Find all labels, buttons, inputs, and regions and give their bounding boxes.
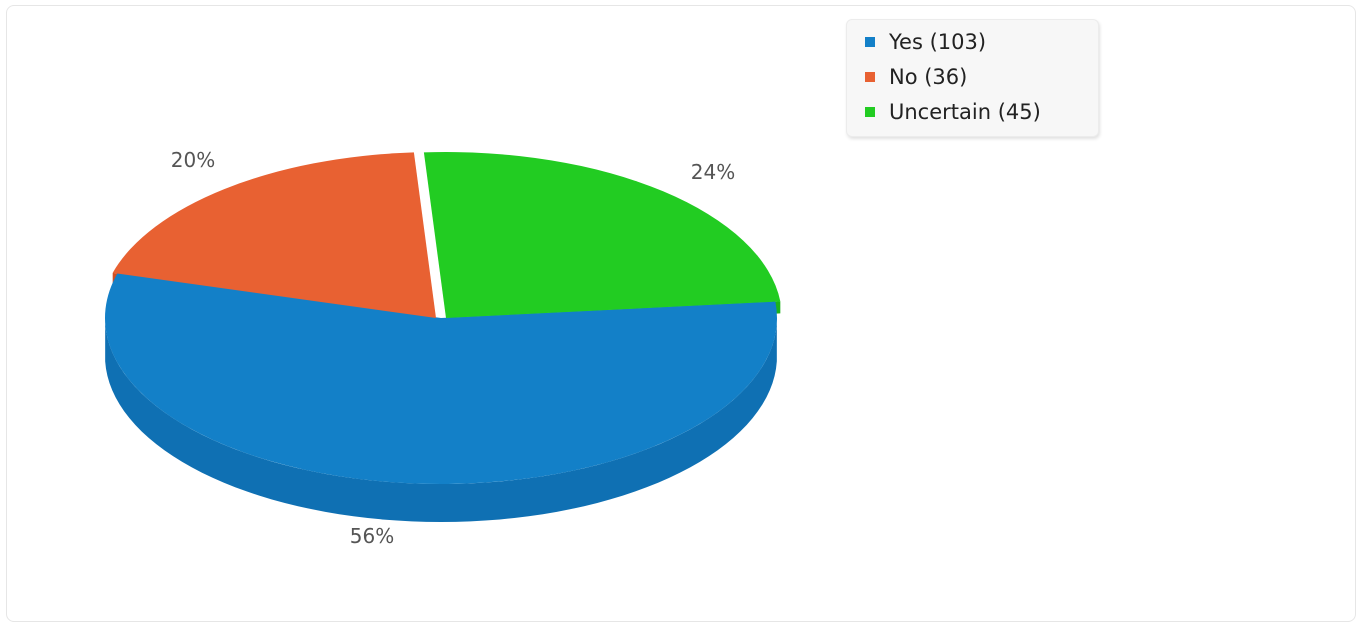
chart-legend: Yes (103) No (36) Uncertain (45) <box>846 19 1099 137</box>
pie-side-yes <box>105 323 777 522</box>
legend-swatch-no <box>865 71 875 82</box>
pie-labels: 56% 20% 24% <box>171 148 735 548</box>
legend-item-yes[interactable]: Yes (103) <box>847 24 1098 59</box>
pie-label-yes: 56% <box>350 524 394 548</box>
legend-swatch-yes <box>865 36 875 47</box>
legend-item-no[interactable]: No (36) <box>847 59 1098 94</box>
legend-item-uncertain[interactable]: Uncertain (45) <box>847 94 1098 129</box>
legend-swatch-uncertain <box>865 106 875 117</box>
legend-label-yes: Yes (103) <box>889 29 987 54</box>
legend-label-uncertain: Uncertain (45) <box>889 99 1041 124</box>
pie-slice-no <box>112 152 437 318</box>
pie-label-no: 20% <box>171 148 215 172</box>
pie-slice-yes <box>104 272 777 484</box>
pie-slices <box>104 152 781 522</box>
pie-label-uncertain: 24% <box>691 160 735 184</box>
legend-label-no: No (36) <box>889 64 968 89</box>
pie-slice-uncertain <box>423 152 781 318</box>
